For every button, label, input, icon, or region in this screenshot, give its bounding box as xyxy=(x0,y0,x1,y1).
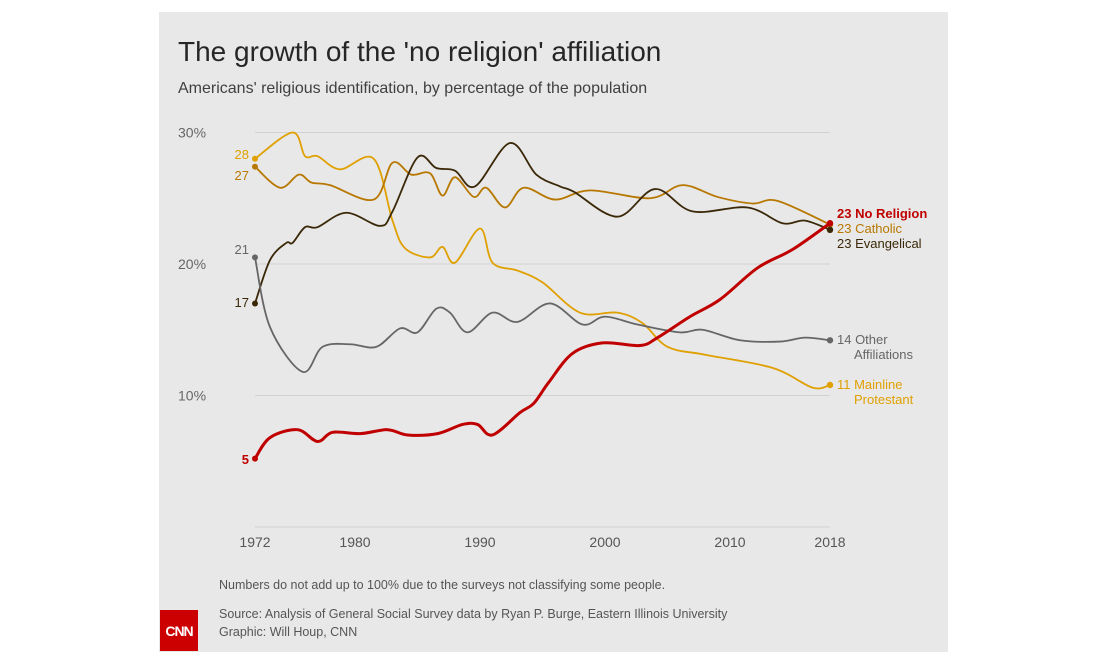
x-tick-label: 2018 xyxy=(814,534,845,550)
y-tick-label: 10% xyxy=(178,388,206,404)
chart-title: The growth of the 'no religion' affiliat… xyxy=(178,36,662,67)
end-label-catholic: 23 Catholic xyxy=(837,221,903,236)
y-tick-label: 30% xyxy=(178,125,206,141)
footnote: Numbers do not add up to 100% due to the… xyxy=(219,578,666,592)
series-line-evangelical xyxy=(254,142,831,304)
x-tick-label: 2010 xyxy=(714,534,745,550)
x-tick-label: 1990 xyxy=(464,534,495,550)
end-label-mainline-protestant: Protestant xyxy=(854,392,914,407)
start-label-mainline-protestant: 28 xyxy=(235,147,249,162)
start-label-catholic: 27 xyxy=(235,168,249,183)
series-line-other-affiliations xyxy=(254,257,831,373)
chart-panel xyxy=(159,12,948,652)
end-point-evangelical xyxy=(826,226,834,234)
chart-subtitle: Americans' religious identification, by … xyxy=(178,80,648,97)
series-line-catholic xyxy=(254,161,831,226)
x-tick-label: 1980 xyxy=(339,534,370,550)
start-point-mainline-protestant xyxy=(252,155,258,162)
end-label-other-affiliations: Affiliations xyxy=(854,347,914,362)
graphic-credit: Graphic: Will Houp, CNN xyxy=(219,625,358,639)
start-label-no-religion: 5 xyxy=(242,452,249,467)
end-label-evangelical: 23 Evangelical xyxy=(837,236,922,251)
start-point-catholic xyxy=(252,163,258,170)
start-point-other-affiliations xyxy=(252,254,258,261)
start-label-evangelical: 17 xyxy=(235,295,249,310)
end-label-other-affiliations: 14 Other xyxy=(837,332,888,347)
source-credit: Source: Analysis of General Social Surve… xyxy=(219,607,728,621)
cnn-logo: CNN xyxy=(160,610,198,651)
y-tick-label: 20% xyxy=(178,256,206,272)
end-point-other-affiliations xyxy=(826,337,834,344)
end-point-no-religion xyxy=(826,220,834,227)
end-point-mainline-protestant xyxy=(826,381,834,389)
x-tick-label: 2000 xyxy=(589,534,620,550)
end-label-no-religion: 23 No Religion xyxy=(837,206,927,221)
end-label-mainline-protestant: 11 Mainline xyxy=(837,377,903,392)
series-line-mainline-protestant xyxy=(254,131,831,390)
start-point-no-religion xyxy=(252,455,258,462)
x-tick-label: 1972 xyxy=(239,534,270,550)
start-label-other-affiliations: 21 xyxy=(235,242,249,257)
series-line-no-religion xyxy=(253,222,831,460)
start-point-evangelical xyxy=(252,300,258,307)
